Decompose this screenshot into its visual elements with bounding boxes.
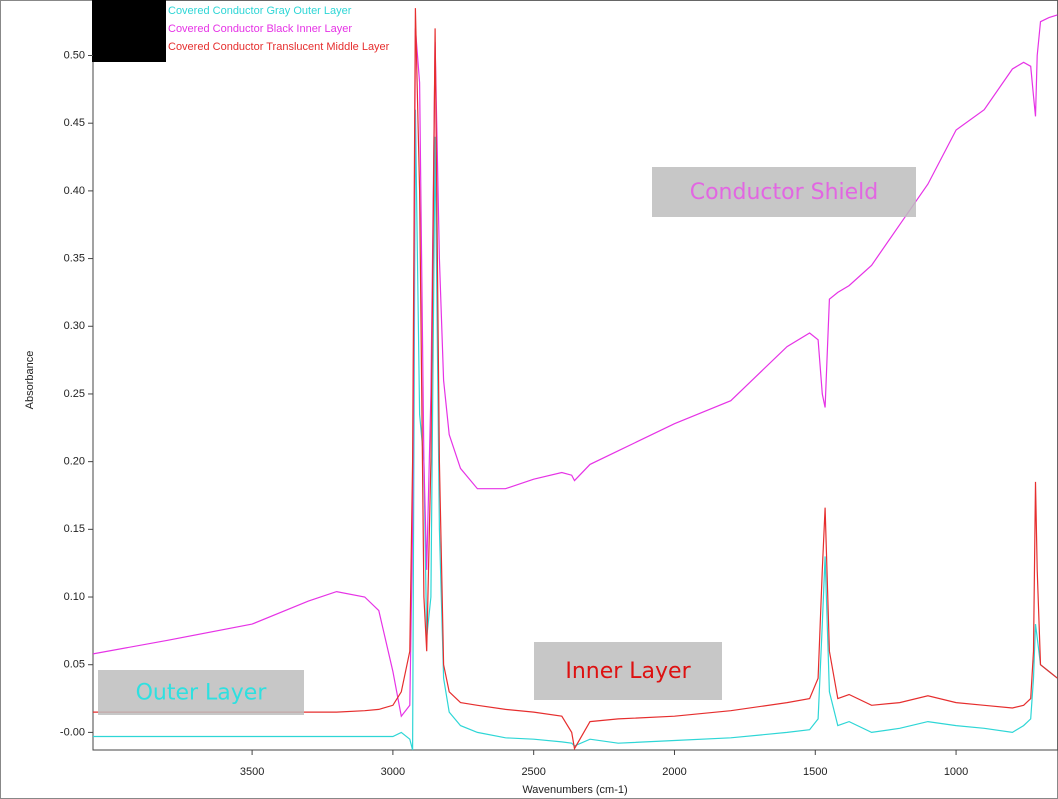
x-tick-label: 2500 (521, 766, 545, 778)
spectrum-line (93, 8, 1058, 751)
x-tick-label: 2000 (662, 766, 686, 778)
y-tick-label: 0.30 (64, 320, 85, 332)
x-tick-label: 1500 (803, 766, 827, 778)
x-tick-label: 1000 (944, 766, 968, 778)
legend-text: Covered Conductor Black Inner Layer (168, 23, 352, 35)
y-tick-label: 0.10 (64, 591, 85, 603)
spectrum-line (92, 14, 1058, 718)
y-tick-label: 0.15 (64, 523, 85, 535)
legend-box (92, 0, 166, 62)
annotation-text: Conductor Shield (690, 180, 879, 205)
y-axis-label: Absorbance (24, 351, 36, 410)
x-axis-label: Wavenumbers (cm-1) (522, 784, 627, 796)
y-tick-label: 0.50 (64, 49, 85, 61)
legend-text: Covered Conductor Translucent Middle Lay… (168, 41, 390, 53)
y-tick-label: 0.25 (64, 388, 85, 400)
plot-area (92, 0, 1058, 751)
annotation-box (534, 642, 722, 700)
annotation-text: Inner Layer (565, 659, 691, 684)
legend-text: Covered Conductor Gray Outer Layer (168, 5, 352, 17)
y-tick-label: 0.40 (64, 185, 85, 197)
annotation-box (652, 167, 916, 217)
y-tick-label: -0.00 (60, 726, 85, 738)
annotation-text: Outer Layer (136, 681, 268, 706)
annotation-box (98, 670, 304, 715)
y-tick-label: 0.20 (64, 456, 85, 468)
y-tick-label: 0.35 (64, 252, 85, 264)
y-tick-label: 0.45 (64, 117, 85, 129)
y-tick-label: 0.05 (64, 659, 85, 671)
x-tick-label: 3500 (240, 766, 264, 778)
x-tick-label: 3000 (381, 766, 405, 778)
